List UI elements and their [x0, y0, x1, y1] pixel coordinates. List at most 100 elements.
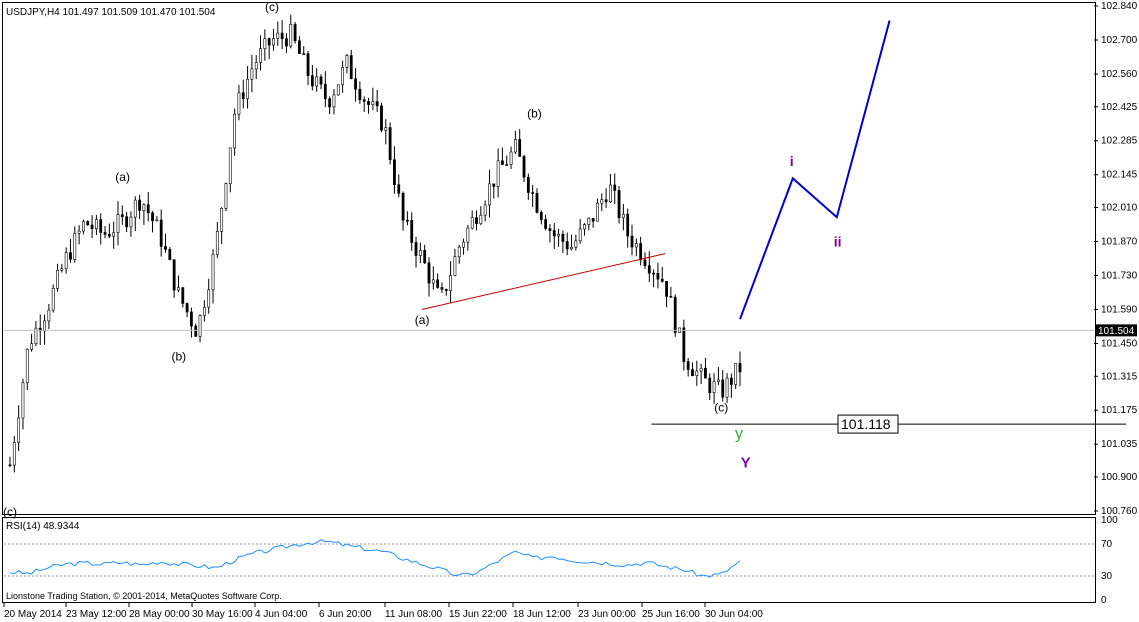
candle-body [565, 241, 569, 250]
candle [488, 169, 491, 218]
candle-body [77, 230, 81, 234]
candle [345, 53, 349, 74]
candle-body [440, 287, 444, 290]
candle-body [315, 76, 319, 87]
candle-body [600, 199, 604, 204]
candle-body [418, 250, 422, 256]
candle-body [721, 379, 725, 398]
candle-body [293, 24, 297, 42]
candle [531, 184, 535, 208]
candle-body [21, 382, 25, 419]
candle-body [708, 377, 712, 393]
wave-label: (c) [265, 0, 279, 14]
candle-body [60, 268, 64, 271]
candle-body [172, 259, 176, 291]
candle [587, 217, 591, 231]
candle-body [82, 221, 85, 232]
y-tick-label: 102.010 [1101, 203, 1138, 214]
candle-body [202, 306, 206, 316]
candle [367, 97, 370, 114]
candle [142, 203, 146, 225]
candle [492, 183, 496, 199]
candle-body [457, 246, 461, 258]
candle-body [669, 296, 673, 298]
candle [155, 216, 159, 222]
candle [293, 21, 297, 44]
candle-body [332, 94, 336, 108]
candle [315, 68, 319, 92]
candle-body [211, 253, 215, 291]
x-tick-label: 11 Jun 08:00 [385, 609, 443, 620]
candle [630, 224, 634, 256]
candle [224, 182, 228, 212]
candle [220, 207, 224, 245]
candle [259, 35, 262, 71]
candle [51, 284, 55, 313]
candle-body [522, 156, 526, 178]
candle [228, 147, 232, 193]
candle [496, 148, 500, 198]
candle-body [272, 38, 275, 46]
candle-body [535, 193, 539, 213]
y-tick-label: 102.285 [1101, 136, 1138, 147]
candle [116, 201, 120, 246]
candle [21, 378, 25, 430]
candle-body [371, 101, 375, 105]
y-tick-label: 100.760 [1101, 506, 1138, 517]
candle-body [86, 221, 90, 226]
candle [738, 351, 742, 387]
candle-body [436, 279, 440, 288]
y-tick-label: 102.145 [1101, 170, 1138, 181]
candle [280, 20, 284, 50]
candle-body [47, 309, 51, 322]
candle [306, 50, 310, 86]
candle-body [544, 219, 548, 229]
candle-body [207, 289, 211, 308]
candle [423, 244, 427, 265]
candle [483, 200, 487, 222]
candle-body [596, 202, 599, 222]
candle [518, 129, 522, 157]
candle [211, 249, 215, 304]
wave-label: (a) [115, 170, 130, 184]
candle-body [578, 228, 582, 242]
candle-body [250, 68, 254, 80]
candle [362, 96, 366, 112]
candle [522, 154, 526, 182]
candle [43, 314, 46, 345]
candle [609, 173, 612, 204]
candle-body [259, 48, 262, 63]
candle-body [384, 127, 388, 131]
candle-body [405, 219, 409, 222]
candle [475, 210, 478, 231]
candle [539, 210, 543, 225]
candle-body [289, 24, 293, 47]
candle-body [168, 249, 172, 260]
wave-label: (a) [415, 313, 430, 327]
candle [591, 218, 595, 228]
candle [12, 435, 16, 473]
candle [25, 348, 29, 391]
candle [427, 257, 431, 297]
candle-body [129, 216, 133, 228]
x-tick-label: 4 Jun 04:00 [255, 609, 308, 620]
candle-body [298, 40, 301, 54]
x-tick-label: 23 May 12:00 [66, 609, 127, 620]
candle-body [228, 147, 232, 184]
candle-body [738, 363, 742, 373]
y-tick-label: 101.315 [1101, 371, 1138, 382]
projection-wave-label: ii [834, 233, 842, 249]
x-tick-label: 25 Jun 16:00 [642, 609, 700, 620]
candle-body [561, 233, 565, 242]
candle [729, 373, 733, 398]
candle [250, 54, 254, 93]
candle [583, 223, 586, 236]
candle-body [73, 232, 77, 260]
candle-body [138, 199, 141, 211]
current-price-label: 101.504 [1098, 326, 1135, 337]
y-tick-label: 101.175 [1101, 405, 1138, 416]
candle [535, 188, 539, 214]
candle-body [194, 325, 198, 337]
candle [509, 146, 513, 169]
